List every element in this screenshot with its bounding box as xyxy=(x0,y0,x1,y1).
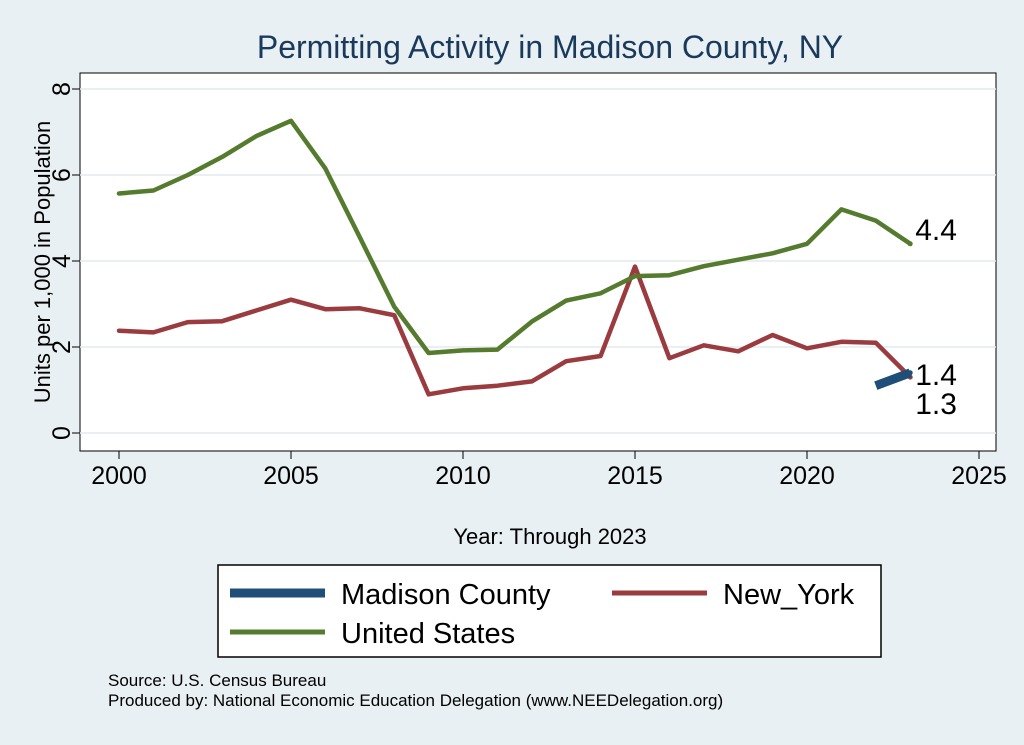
y-tick-label-4: 4 xyxy=(48,254,76,268)
produced-by-note: Produced by: National Economic Education… xyxy=(108,691,724,710)
legend: Madison County New_York United States xyxy=(217,564,882,658)
series-layer xyxy=(116,118,913,397)
gridlines xyxy=(80,88,996,434)
end-label-madison-county: 1.4 xyxy=(915,359,957,392)
x-tick-label-2025: 2025 xyxy=(951,462,1007,490)
legend-label-united-states: United States xyxy=(341,618,515,650)
chart-title: Permitting Activity in Madison County, N… xyxy=(257,29,843,65)
y-tick-label-6: 6 xyxy=(48,168,76,182)
x-axis: 2000 2005 2010 2015 2020 2025 xyxy=(91,451,1007,490)
series-line-madison-county xyxy=(874,368,912,390)
series-end-marker-madison-county xyxy=(907,370,913,376)
x-axis-title: Year: Through 2023 xyxy=(453,524,646,549)
legend-label-new-york: New_York xyxy=(723,579,855,611)
legend-label-madison-county: Madison County xyxy=(341,579,551,611)
end-label-new-york: 1.3 xyxy=(915,388,957,421)
x-tick-label-2000: 2000 xyxy=(91,462,147,490)
source-note: Source: U.S. Census Bureau xyxy=(108,671,327,690)
x-tick-label-2015: 2015 xyxy=(607,462,663,490)
legend-box xyxy=(217,564,882,658)
series-line-new-york xyxy=(116,264,913,397)
series-end-marker-united-states xyxy=(907,241,913,247)
x-tick-label-2020: 2020 xyxy=(779,462,835,490)
end-label-united-states: 4.4 xyxy=(915,214,957,247)
x-tick-label-2005: 2005 xyxy=(263,462,319,490)
y-axis: 0 2 4 6 8 xyxy=(48,82,80,440)
y-tick-label-8: 8 xyxy=(48,82,76,96)
y-axis-title: Units per 1,000 in Population xyxy=(30,121,55,404)
plot-area xyxy=(79,72,997,452)
series-line-united-states xyxy=(116,118,913,356)
x-tick-label-2010: 2010 xyxy=(435,462,491,490)
y-tick-label-2: 2 xyxy=(48,340,76,354)
end-labels: 1.41.3 4.4 xyxy=(915,214,957,421)
y-tick-label-0: 0 xyxy=(48,426,76,440)
